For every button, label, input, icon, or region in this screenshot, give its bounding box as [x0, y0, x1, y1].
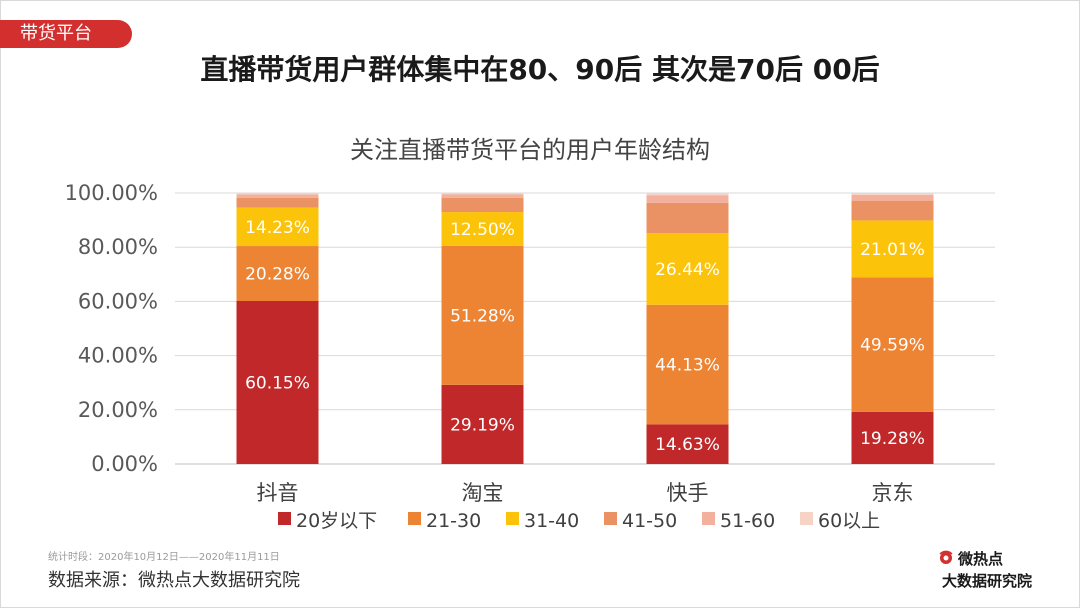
y-tick-label: 0.00%: [91, 452, 158, 476]
section-tag: 带货平台: [0, 20, 132, 48]
y-axis-ticks: 0.00% 20.00% 40.00% 60.00% 80.00% 100.00%: [65, 181, 158, 476]
data-label: 26.44%: [655, 260, 720, 280]
bar-segment: [851, 220, 934, 278]
bar-segment: [646, 195, 729, 203]
bar-segment: [851, 194, 934, 201]
legend-swatch: [506, 512, 519, 525]
legend-label: 21-30: [426, 510, 481, 532]
data-label: 51.28%: [450, 306, 515, 326]
legend-label: 60以上: [818, 510, 880, 532]
legend-label: 20岁以下: [296, 510, 377, 532]
logo-brand-name: 微热点: [958, 550, 1004, 568]
page-headline: 直播带货用户群体集中在80、90后 其次是70后 00后: [200, 53, 880, 86]
y-tick-label: 20.00%: [78, 398, 158, 422]
data-label: 49.59%: [860, 336, 925, 356]
data-label: 21.01%: [860, 240, 925, 260]
bar-segment: [441, 245, 524, 385]
x-axis-categories: 抖音 淘宝 快手 京东: [257, 481, 914, 505]
y-tick-label: 100.00%: [65, 181, 158, 205]
bar-segment: [851, 193, 934, 195]
stacked-bar-chart: 关注直播带货平台的用户年龄结构 0.00% 20.00% 40.00% 60.00% 8…: [65, 136, 995, 532]
x-category-label: 抖音: [257, 481, 299, 505]
chart-title: 关注直播带货平台的用户年龄结构: [350, 136, 710, 164]
bar-segment: [236, 207, 319, 247]
bar-segment: [441, 193, 524, 195]
legend-swatch: [408, 512, 421, 525]
data-source: 数据来源：微热点大数据研究院: [48, 570, 300, 591]
bar-segment: [851, 411, 934, 464]
data-label: 14.63%: [655, 435, 720, 455]
bar-segment: [646, 233, 729, 305]
x-category-label: 淘宝: [462, 481, 504, 505]
y-tick-label: 60.00%: [78, 289, 158, 313]
bar-segment: [646, 193, 729, 196]
bar-segment: [851, 277, 934, 412]
bar-segment: [646, 424, 729, 464]
data-label: 12.50%: [450, 220, 515, 240]
legend-swatch: [702, 512, 715, 525]
legend-swatch: [800, 512, 813, 525]
data-label: 44.13%: [655, 356, 720, 376]
bar-segment: [236, 197, 319, 208]
bar-segment: [851, 200, 934, 221]
x-category-label: 京东: [872, 481, 914, 505]
chart-bars: 60.15% 20.28% 14.23% 29.19% 51.28% 12.50% 14.6…: [236, 193, 934, 464]
logo-institute-name: 大数据研究院: [942, 572, 1033, 590]
bar-segment: [236, 193, 319, 195]
legend-label: 51-60: [720, 510, 775, 532]
data-label: 19.28%: [860, 429, 925, 449]
statistics-period: 统计时段：2020年10月12日——2020年11月11日: [48, 552, 280, 563]
bar-segment: [441, 384, 524, 464]
data-label: 14.23%: [245, 218, 310, 238]
data-label: 20.28%: [245, 265, 310, 285]
data-label: 29.19%: [450, 415, 515, 435]
bar-segment: [236, 300, 319, 464]
bar-segment: [646, 202, 729, 234]
bar-segment: [441, 197, 524, 213]
legend-label: 31-40: [524, 510, 579, 532]
chart-legend: 20岁以下 21-30 31-40 41-50 51-60 60以上: [278, 510, 880, 532]
bar-segment: [646, 304, 729, 425]
legend-swatch: [278, 512, 291, 525]
x-category-label: 快手: [667, 481, 709, 505]
legend-label: 41-50: [622, 510, 677, 532]
data-label: 60.15%: [245, 373, 310, 393]
brand-logo: 微热点 大数据研究院: [938, 548, 1048, 592]
bar-segment: [236, 194, 319, 198]
y-tick-label: 80.00%: [78, 235, 158, 259]
y-tick-label: 40.00%: [78, 344, 158, 368]
bar-segment: [441, 194, 524, 198]
bar-segment: [441, 212, 524, 246]
eye-icon: [939, 550, 953, 564]
legend-swatch: [604, 512, 617, 525]
bar-segment: [236, 246, 319, 301]
